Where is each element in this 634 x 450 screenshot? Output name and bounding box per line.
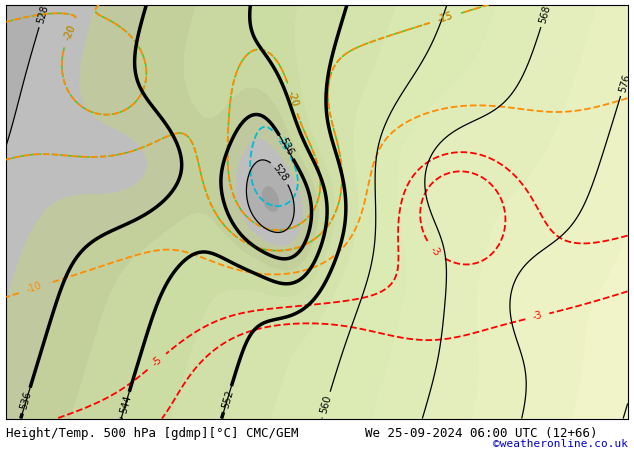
Text: -3: -3 [531,310,543,322]
Text: 528: 528 [36,4,50,24]
Text: 544: 544 [118,394,133,415]
Text: 576: 576 [617,73,632,93]
Text: -10: -10 [25,281,44,295]
Text: -20: -20 [285,90,300,108]
Text: ©weatheronline.co.uk: ©weatheronline.co.uk [493,439,628,449]
Text: -15: -15 [436,11,455,25]
Text: 552: 552 [220,389,235,410]
Text: 536: 536 [19,390,34,411]
Text: -3: -3 [429,244,443,258]
Text: We 25-09-2024 06:00 UTC (12+66): We 25-09-2024 06:00 UTC (12+66) [365,427,597,440]
Text: -25: -25 [274,134,291,153]
Text: -5: -5 [150,355,164,369]
Text: -15: -15 [436,11,455,25]
Text: 536: 536 [278,137,295,157]
Text: -20: -20 [285,90,300,108]
Text: 528: 528 [271,162,290,184]
Text: 560: 560 [319,394,333,415]
Text: -20: -20 [62,23,78,41]
Text: Height/Temp. 500 hPa [gdmp][°C] CMC/GEM: Height/Temp. 500 hPa [gdmp][°C] CMC/GEM [6,427,299,440]
Text: 568: 568 [538,4,552,24]
Text: -20: -20 [62,23,78,41]
